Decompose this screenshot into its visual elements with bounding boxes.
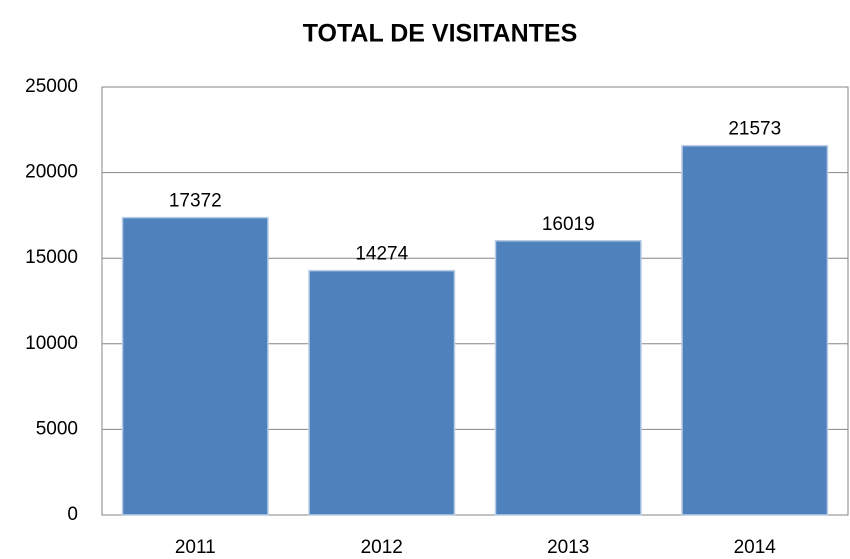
x-tick-label: 2014 bbox=[734, 537, 777, 558]
bar bbox=[121, 216, 269, 516]
x-tick-label: 2011 bbox=[175, 537, 216, 558]
x-tick-label: 2012 bbox=[361, 537, 403, 558]
data-label: 14274 bbox=[355, 244, 408, 265]
y-tick-label: 10000 bbox=[25, 333, 78, 354]
y-tick-label: 25000 bbox=[25, 76, 78, 97]
data-label: 21573 bbox=[728, 119, 781, 140]
y-tick-label: 5000 bbox=[36, 418, 78, 439]
y-tick-label: 20000 bbox=[25, 162, 78, 183]
data-label: 17372 bbox=[169, 191, 222, 212]
bar bbox=[308, 269, 456, 516]
y-tick-label: 15000 bbox=[25, 247, 78, 268]
bar bbox=[494, 240, 642, 516]
x-tick-label: 2013 bbox=[547, 537, 589, 558]
bar bbox=[681, 144, 829, 516]
data-label: 16019 bbox=[542, 214, 595, 235]
chart-title: TOTAL DE VISITANTES bbox=[303, 20, 578, 48]
y-tick-label: 0 bbox=[67, 504, 78, 525]
